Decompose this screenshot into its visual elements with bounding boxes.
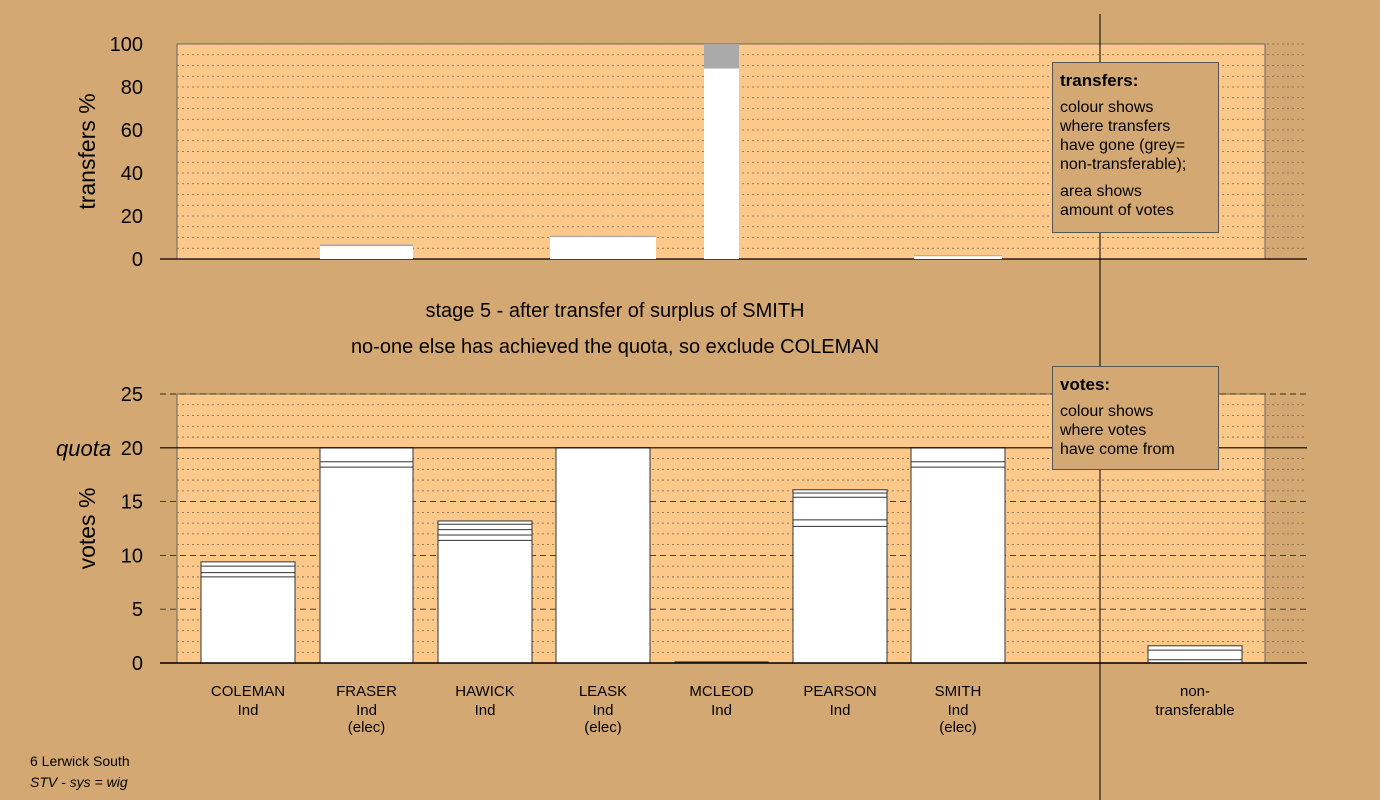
- transfers-y-tick-label: 60: [121, 120, 143, 142]
- transfer-bar-mcleod: [704, 68, 739, 259]
- vote-bar-pearson: [792, 489, 888, 664]
- nontransferable-label: transferable: [1155, 702, 1234, 719]
- transfers-y-tick-label: 0: [132, 249, 143, 271]
- votes-legend-colour-text: colour shows where votes have come from: [1060, 403, 1175, 458]
- vote-bar-hawick: [437, 520, 533, 664]
- transfers-y-tick-label: 40: [121, 163, 143, 185]
- stage-subtitle: no-one else has achieved the quota, so e…: [350, 336, 880, 358]
- candidate-status-label: (elec): [348, 719, 386, 736]
- transfers-y-tick-label: 80: [121, 77, 143, 99]
- candidate-name-label: SMITH: [935, 683, 982, 700]
- transfers-legend-title: transfers:: [1060, 71, 1139, 90]
- quota-label: quota: [56, 436, 111, 461]
- candidate-party-label: Ind: [356, 702, 377, 719]
- transfer-bar-fraser: [320, 246, 413, 259]
- transfer-bar-smith: [914, 256, 1002, 259]
- footer-area-name: 6 Lerwick South: [30, 753, 130, 769]
- nontransferable-label: non-: [1180, 683, 1210, 700]
- candidate-party-label: Ind: [593, 702, 614, 719]
- candidate-name-label: MCLEOD: [689, 683, 753, 700]
- candidate-party-label: Ind: [475, 702, 496, 719]
- transfers-y-tick-label: 100: [110, 34, 143, 56]
- candidate-name-label: HAWICK: [455, 683, 514, 700]
- candidate-party-label: Ind: [711, 702, 732, 719]
- candidate-party-label: Ind: [238, 702, 259, 719]
- candidate-party-label: Ind: [830, 702, 851, 719]
- votes-legend: votes: colour shows where votes have com…: [1052, 366, 1219, 470]
- transfers-legend-area-text: area shows amount of votes: [1060, 183, 1174, 219]
- transfers-y-axis-label: transfers %: [74, 93, 100, 209]
- transfer-bar-leask: [550, 237, 656, 259]
- votes-y-tick-label: 5: [132, 599, 143, 621]
- vote-bar-leask: [555, 447, 651, 664]
- candidate-status-label: (elec): [939, 719, 977, 736]
- votes-y-tick-label: 0: [132, 653, 143, 675]
- candidate-name-label: LEASK: [579, 683, 627, 700]
- vote-bar-fraser: [319, 447, 414, 664]
- stage-title: stage 5 - after transfer of surplus of S…: [425, 300, 805, 322]
- vote-bar-non-transferable: [1147, 645, 1243, 664]
- votes-y-tick-label: 20: [121, 438, 143, 460]
- candidate-name-label: PEARSON: [803, 683, 876, 700]
- transfer-bar-nontransferable-mcleod: [704, 44, 739, 69]
- footer-voting-system: STV - sys = wig: [30, 774, 128, 790]
- transfers-legend-colour-text: colour shows where transfers have gone (…: [1060, 99, 1187, 173]
- votes-y-tick-label: 15: [121, 492, 143, 514]
- candidate-status-label: (elec): [584, 719, 622, 736]
- votes-legend-title: votes:: [1060, 375, 1111, 394]
- transfers-y-tick-label: 20: [121, 206, 143, 228]
- votes-y-tick-label: 10: [121, 545, 143, 567]
- votes-y-tick-label: 25: [121, 384, 143, 406]
- vote-bar-coleman: [200, 561, 296, 664]
- candidate-party-label: Ind: [948, 702, 969, 719]
- vote-bar-smith: [910, 447, 1006, 664]
- transfers-legend: transfers: colour shows where transfers …: [1052, 62, 1219, 233]
- candidate-name-label: COLEMAN: [211, 683, 285, 700]
- candidate-name-label: FRASER: [336, 683, 397, 700]
- votes-y-axis-label: votes %: [74, 488, 100, 570]
- transfer-bar-nontransferable-fraser: [320, 244, 413, 247]
- transfer-bar-nontransferable-smith: [914, 255, 1002, 257]
- transfer-bar-nontransferable-leask: [550, 235, 656, 238]
